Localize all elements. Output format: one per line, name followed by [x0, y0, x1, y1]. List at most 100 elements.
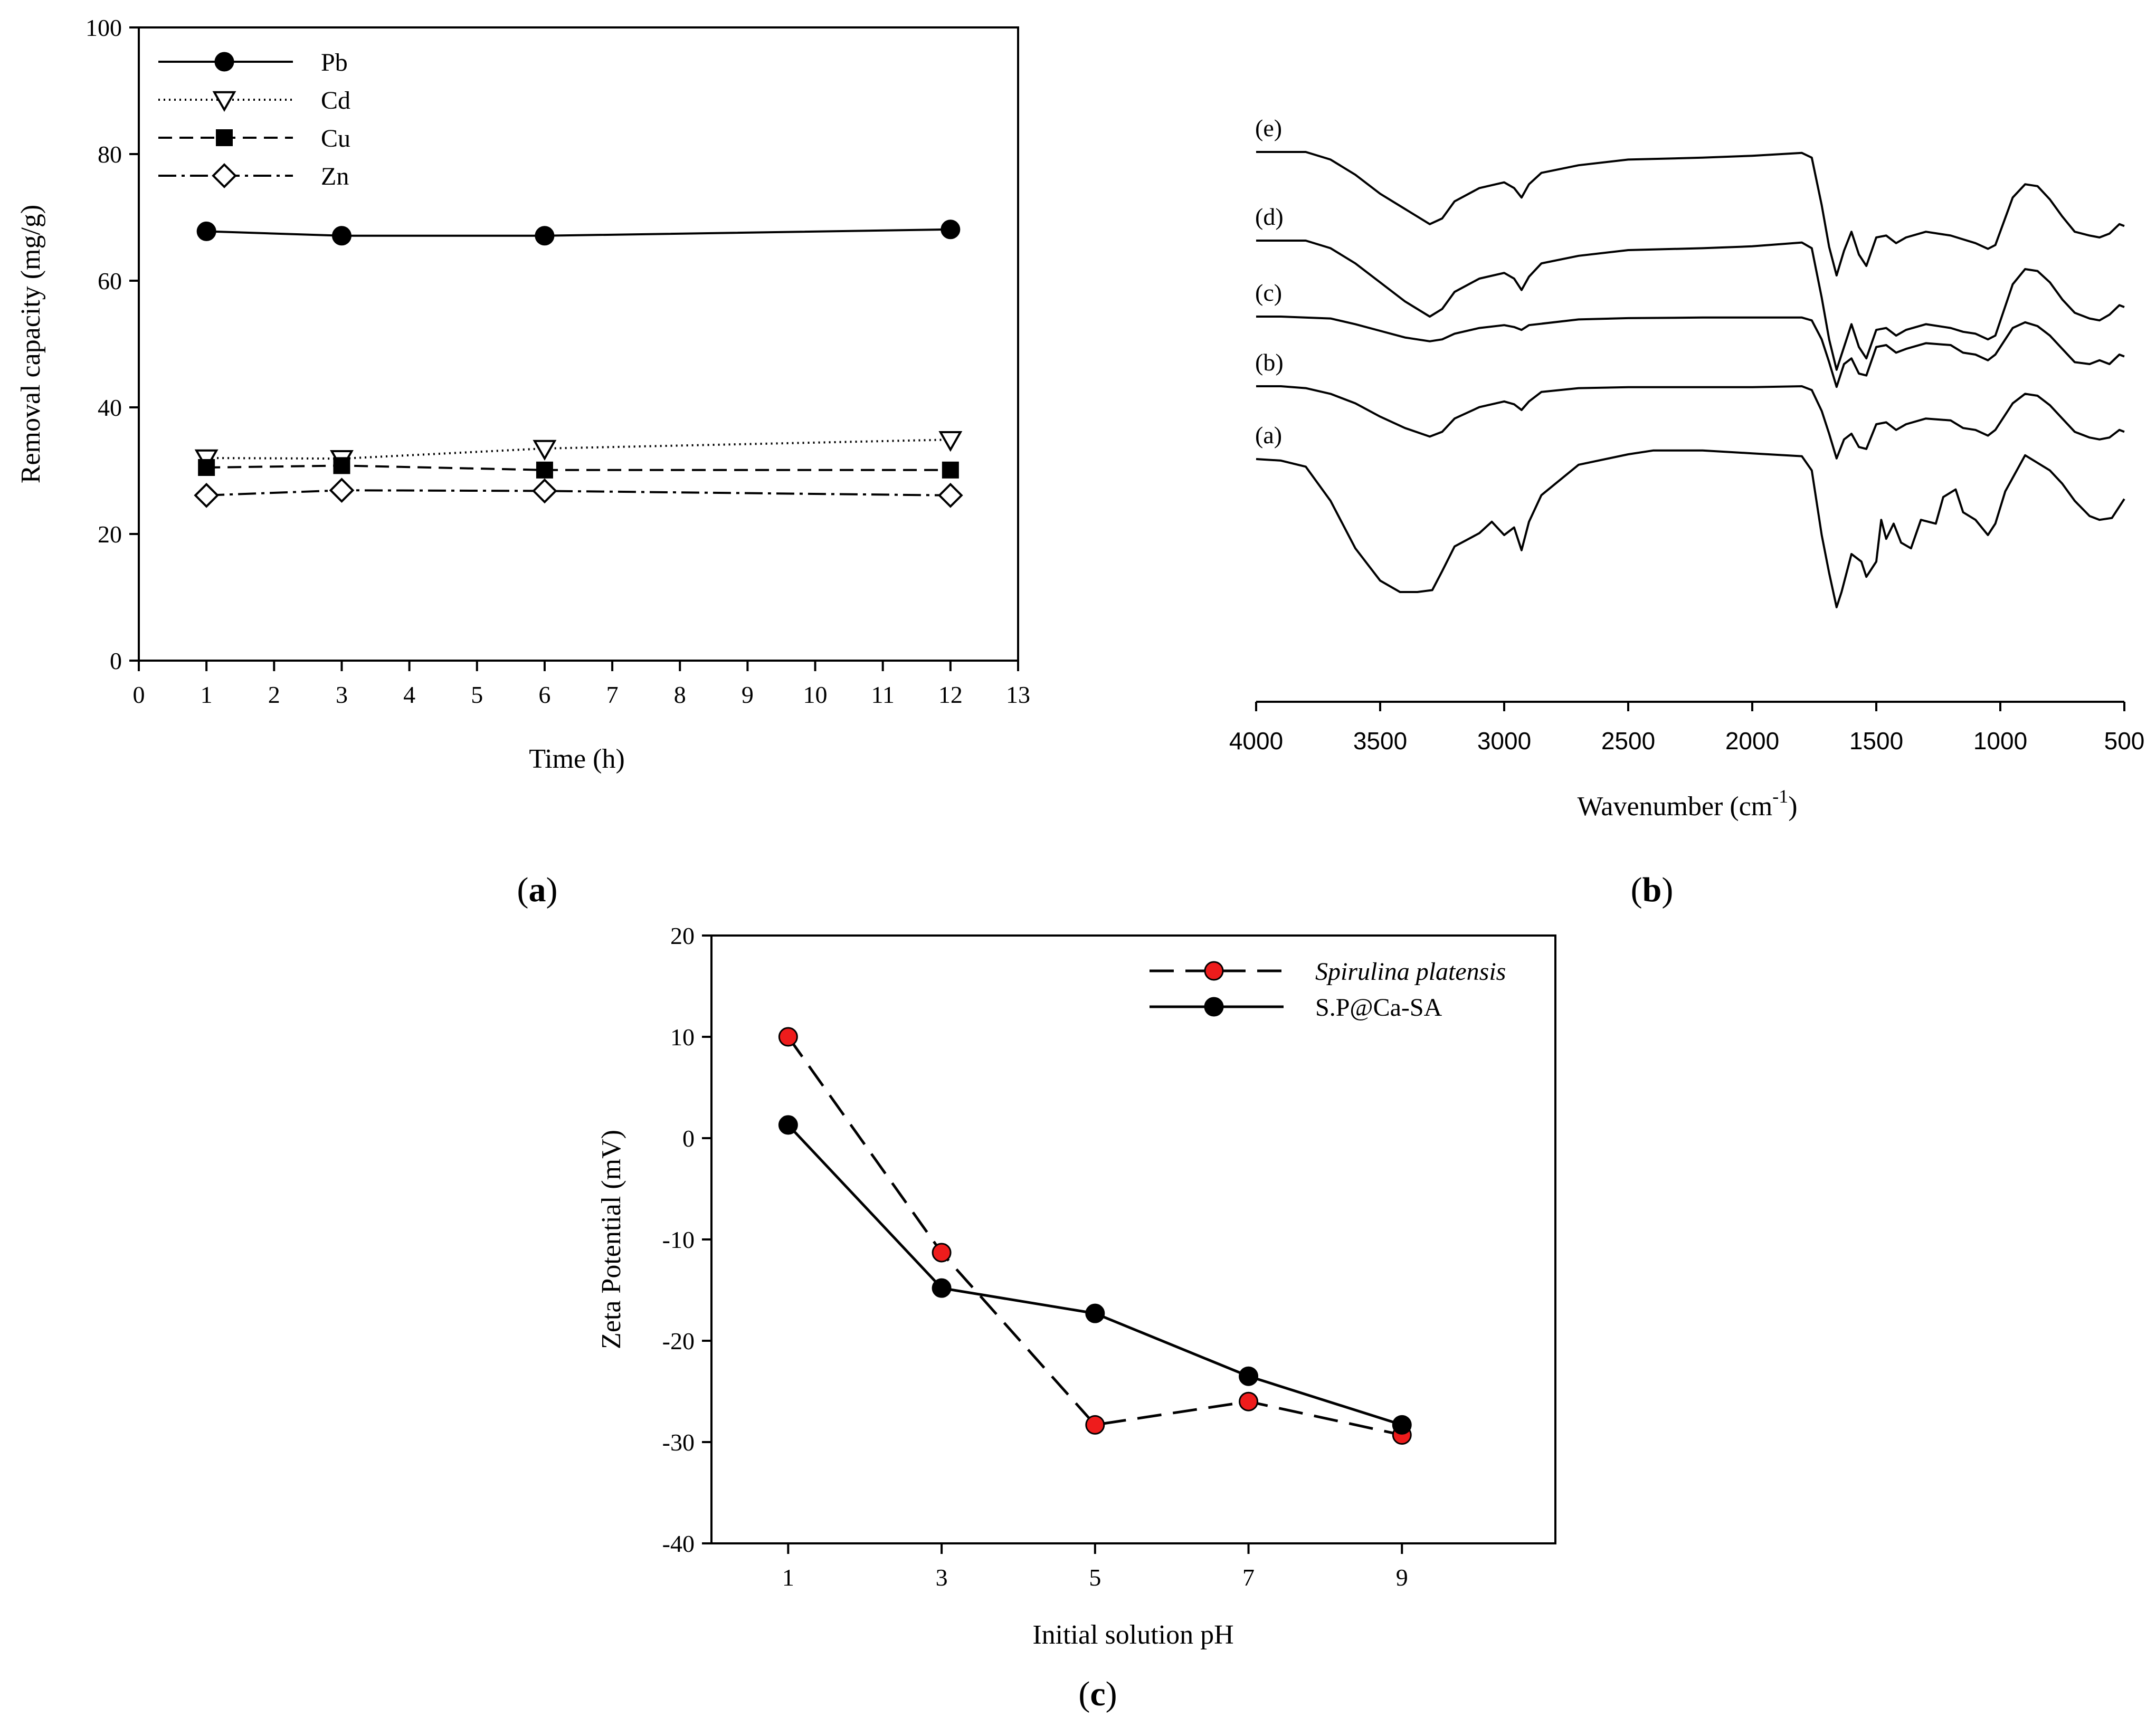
panel-b-spectrum-a — [1256, 449, 2125, 608]
panel-c-y-tick-label: 10 — [670, 1024, 695, 1051]
panel-b-spectrum-c — [1256, 316, 2125, 388]
panel-b-x-tick-label: 1000 — [1973, 727, 2027, 755]
panel-c-caption: (c) — [1078, 1675, 1117, 1713]
panel-b-x-tick-label: 2000 — [1725, 727, 1779, 755]
panel-a-y-tick-label: 40 — [98, 394, 122, 421]
panel-a-plot-frame — [138, 26, 1019, 662]
panel-a-legend-marker-pb — [214, 52, 234, 72]
panel-a-y-tick-label: 80 — [98, 141, 122, 168]
panel-b-spectrum-e — [1256, 151, 2125, 276]
panel-a-x-tick-label: 11 — [871, 681, 895, 708]
panel-a-legend-marker-cd — [212, 91, 236, 112]
panel-a-x-tick-label: 0 — [133, 681, 145, 708]
panel-a-point-pb — [196, 221, 216, 241]
panel-a-legend-label-cd: Cd — [321, 87, 350, 115]
panel-c-y-axis-label: Zeta Potential (mV) — [596, 1130, 626, 1349]
panel-c-x-tick-label: 7 — [1242, 1564, 1255, 1591]
panel-a-point-cu — [333, 457, 350, 474]
panel-a-x-axis-label: Time (h) — [529, 744, 625, 774]
panel-c-chart: -40 -30 -20 -10 0 10 20 1 3 5 7 9 Initial solution… — [596, 922, 1556, 1713]
panel-c-point-spirulina-platensis — [1085, 1415, 1105, 1435]
panel-a-caption: (a) — [517, 871, 558, 909]
panel-a-x-tick-label: 3 — [336, 681, 348, 708]
panel-b-chart: 4000 3500 3000 2500 2000 1500 1000 500 (a) (b) (c… — [1229, 115, 2145, 909]
panel-a-x-tick-label: 1 — [201, 681, 213, 708]
panel-a-point-zn — [329, 478, 355, 503]
panel-c-point-s-p-ca-sa — [1392, 1415, 1412, 1435]
panel-a-point-zn — [532, 478, 557, 504]
panel-a-point-cu — [942, 461, 959, 479]
panel-b-x-tick-label: 4000 — [1229, 727, 1283, 755]
panel-c-point-spirulina-platensis — [932, 1243, 952, 1263]
panel-b-spectrum-d — [1256, 240, 2125, 371]
panel-c-legend-label-spirulina-platensis: Spirulina platensis — [1315, 958, 1506, 986]
panel-c-point-spirulina-platensis — [1239, 1391, 1259, 1411]
panel-a-y-tick-label: 0 — [110, 647, 122, 674]
panel-c-series-line-spirulina-platensis — [787, 1036, 1402, 1437]
panel-c-x-tick-label: 9 — [1396, 1564, 1408, 1591]
panel-b-x-tick-label: 2500 — [1601, 727, 1655, 755]
panel-a-y-axis-label: Removal capacity (mg/g) — [16, 205, 46, 483]
panel-a-point-cu — [198, 459, 215, 476]
panel-b-x-axis-label-close: ) — [1788, 791, 1797, 822]
panel-c-point-s-p-ca-sa — [1239, 1366, 1259, 1386]
panel-b-caption-letter: b — [1642, 871, 1662, 909]
panel-c-point-spirulina-platensis — [778, 1027, 798, 1047]
panel-a-x-tick-label: 12 — [938, 681, 963, 708]
panel-a-point-cu — [536, 461, 553, 479]
panel-b-spectrum-label-b: (b) — [1255, 349, 1284, 376]
panel-c-y-tick-label: 0 — [682, 1125, 695, 1152]
panel-a-point-zn — [194, 482, 219, 508]
panel-c-legend-label-s-p-ca-sa: S.P@Ca-SA — [1315, 994, 1442, 1022]
panel-c-point-s-p-ca-sa — [932, 1278, 952, 1298]
panel-a-legend-label-zn: Zn — [321, 163, 349, 190]
panel-c-x-axis-label: Initial solution pH — [1032, 1620, 1233, 1650]
panel-a-x-tick-label: 7 — [606, 681, 619, 708]
panel-a-point-cd — [938, 431, 963, 452]
panel-a-point-pb — [941, 220, 961, 240]
panel-b-x-tick-label: 3500 — [1353, 727, 1407, 755]
panel-a-point-zn — [938, 482, 963, 508]
panel-b-spectrum-label-e: (e) — [1255, 115, 1282, 141]
panel-b-x-tick-label: 500 — [2104, 727, 2145, 755]
panel-a-series-line-cu — [206, 464, 951, 471]
panel-a-y-tick-label: 100 — [86, 14, 122, 41]
panel-a-x-tick-label: 10 — [803, 681, 828, 708]
panel-c-legend-marker-s-p-ca-sa — [1204, 997, 1224, 1017]
panel-a-series-line-zn — [206, 489, 951, 497]
panel-a-x-tick-label: 9 — [742, 681, 754, 708]
panel-a-point-cd — [533, 440, 557, 461]
panel-a-series-line-pb — [206, 228, 951, 237]
panel-b-caption: (b) — [1631, 871, 1674, 909]
panel-a-x-tick-label: 6 — [538, 681, 550, 708]
panel-b-spectrum-label-d: (d) — [1255, 203, 1284, 230]
panel-a-y-tick-label: 60 — [98, 268, 122, 294]
panel-c-point-s-p-ca-sa — [778, 1115, 798, 1135]
panel-c-plot-frame — [710, 934, 1556, 1544]
panel-a-legend-label-pb: Pb — [321, 49, 348, 77]
panel-b-x-tick-label: 3000 — [1477, 727, 1531, 755]
panel-b-spectrum-label-a: (a) — [1255, 422, 1282, 449]
panel-c-point-s-p-ca-sa — [1085, 1303, 1105, 1323]
panel-a-x-tick-label: 5 — [471, 681, 483, 708]
panel-b-spectrum-label-c: (c) — [1255, 279, 1282, 306]
panel-a-caption-letter: a — [529, 871, 546, 909]
panel-a-x-tick-label: 2 — [268, 681, 280, 708]
panel-a-x-tick-label: 8 — [674, 681, 686, 708]
panel-a-point-pb — [535, 226, 555, 246]
panel-a-legend-label-cu: Cu — [321, 125, 350, 152]
panel-c-y-tick-label: -30 — [662, 1429, 695, 1456]
panel-c-x-tick-label: 3 — [936, 1564, 948, 1591]
panel-b-x-axis-label: Wavenumber (cm-1) — [1577, 786, 1797, 822]
panel-a-x-tick-label: 13 — [1006, 681, 1030, 708]
panel-a-legend-marker-cu — [216, 129, 233, 146]
panel-b-x-axis-label-sup: -1 — [1772, 786, 1788, 807]
panel-c-y-tick-label: -20 — [662, 1328, 695, 1354]
panel-c-caption-letter: c — [1090, 1675, 1105, 1713]
panel-c-series-line-s-p-ca-sa — [787, 1124, 1403, 1426]
panel-b-x-axis-label-main: Wavenumber (cm — [1577, 791, 1772, 822]
panel-c-legend-marker-spirulina-platensis — [1204, 961, 1224, 981]
panel-a-legend-marker-zn — [212, 163, 237, 188]
